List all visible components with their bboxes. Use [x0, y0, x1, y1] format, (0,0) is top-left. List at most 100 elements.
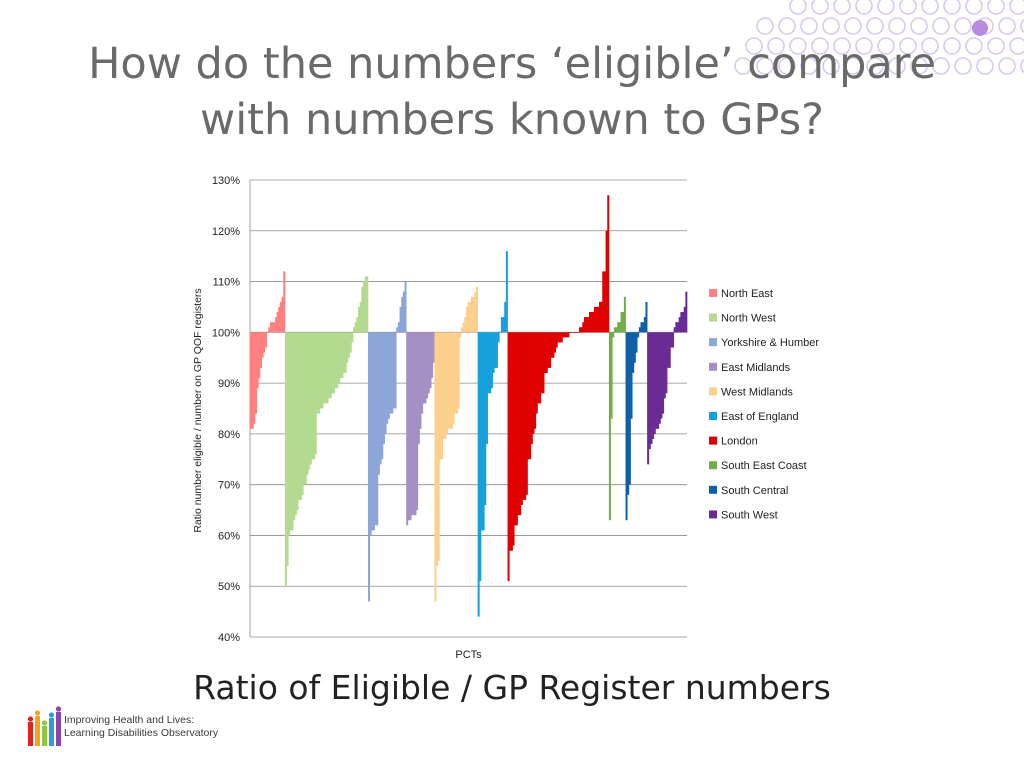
- bar: [341, 332, 344, 379]
- bar: [630, 332, 633, 419]
- bar: [362, 281, 366, 333]
- bar: [294, 332, 297, 516]
- y-tick-label: 110%: [213, 277, 241, 289]
- logo-figure-head: [27, 716, 34, 722]
- bar: [569, 332, 572, 333]
- bar: [658, 332, 661, 424]
- bar: [381, 332, 384, 460]
- decor-circle: [1020, 18, 1024, 34]
- decor-circle: [734, 57, 752, 75]
- decor-circle: [866, 17, 884, 35]
- bar: [522, 332, 525, 500]
- legend-label: South East Coast: [721, 460, 807, 472]
- bar: [575, 332, 578, 333]
- bar: [479, 332, 482, 582]
- bar: [254, 332, 257, 414]
- bar: [494, 332, 497, 368]
- bar: [436, 332, 439, 566]
- bar: [454, 332, 457, 414]
- bar: [356, 317, 359, 333]
- bar: [615, 327, 618, 333]
- bar: [660, 332, 663, 419]
- decor-circle: [1009, 37, 1024, 55]
- logo-figure-body: [28, 722, 33, 746]
- bar: [648, 332, 651, 450]
- bar: [296, 332, 299, 511]
- bar: [645, 301, 648, 333]
- legend-label: West Midlands: [721, 386, 793, 398]
- bar: [372, 332, 375, 531]
- bar: [306, 332, 309, 475]
- bar: [288, 332, 291, 536]
- bar: [685, 291, 688, 333]
- decor-circle: [789, 37, 807, 55]
- series-south-central: [625, 301, 648, 521]
- series-north-east: [250, 271, 286, 429]
- bar: [514, 332, 517, 526]
- bar: [406, 332, 409, 526]
- bar: [447, 332, 450, 429]
- bar: [595, 306, 598, 333]
- bar: [261, 332, 264, 358]
- bar: [570, 332, 573, 333]
- bar: [603, 271, 606, 333]
- bar: [605, 230, 608, 333]
- decor-circle: [888, 57, 906, 75]
- bar: [499, 332, 502, 333]
- decor-circle: [899, 0, 917, 15]
- decor-accent-circle: [972, 20, 988, 36]
- bar: [411, 332, 414, 516]
- bar: [359, 301, 362, 333]
- bar: [328, 332, 331, 399]
- decor-circle: [844, 57, 862, 75]
- decor-circle: [1009, 0, 1024, 15]
- bar: [366, 276, 369, 333]
- legend-swatch: [709, 338, 717, 347]
- bar: [409, 332, 412, 521]
- decor-circle: [932, 57, 950, 75]
- bar: [407, 332, 410, 521]
- bar: [469, 301, 472, 333]
- bar: [593, 306, 596, 333]
- bar: [487, 332, 490, 394]
- y-tick-label: 60%: [218, 530, 240, 542]
- bar: [284, 332, 287, 587]
- decor-circle: [932, 17, 950, 35]
- bar: [530, 332, 533, 445]
- bar: [525, 332, 528, 495]
- bar: [394, 332, 397, 409]
- bar: [490, 332, 493, 389]
- bar: [434, 332, 437, 602]
- bar: [512, 332, 515, 546]
- bar: [452, 332, 455, 424]
- bar: [617, 322, 620, 333]
- bar: [376, 332, 379, 526]
- bar: [560, 332, 563, 343]
- decor-circle: [877, 37, 895, 55]
- decor-circle: [965, 0, 983, 15]
- bar: [291, 332, 294, 531]
- logo-figure-head: [41, 720, 48, 726]
- bar: [259, 332, 262, 368]
- decor-circle: [954, 17, 972, 35]
- decor-circle: [811, 37, 829, 55]
- bar: [635, 332, 638, 353]
- legend-label: East of England: [721, 411, 799, 423]
- decor-circle: [745, 37, 763, 55]
- bar: [585, 317, 588, 333]
- bar: [507, 332, 510, 582]
- bar: [678, 317, 681, 333]
- bar: [444, 332, 447, 439]
- bar: [472, 296, 475, 333]
- bar: [311, 332, 314, 460]
- bar: [298, 332, 301, 500]
- bar: [281, 296, 284, 333]
- bar: [474, 291, 477, 333]
- logo-figure-head: [55, 706, 62, 712]
- bar: [534, 332, 537, 429]
- bar: [268, 327, 271, 333]
- bar: [485, 332, 488, 445]
- bar: [482, 332, 485, 531]
- bar: [374, 332, 377, 526]
- bar: [502, 317, 505, 333]
